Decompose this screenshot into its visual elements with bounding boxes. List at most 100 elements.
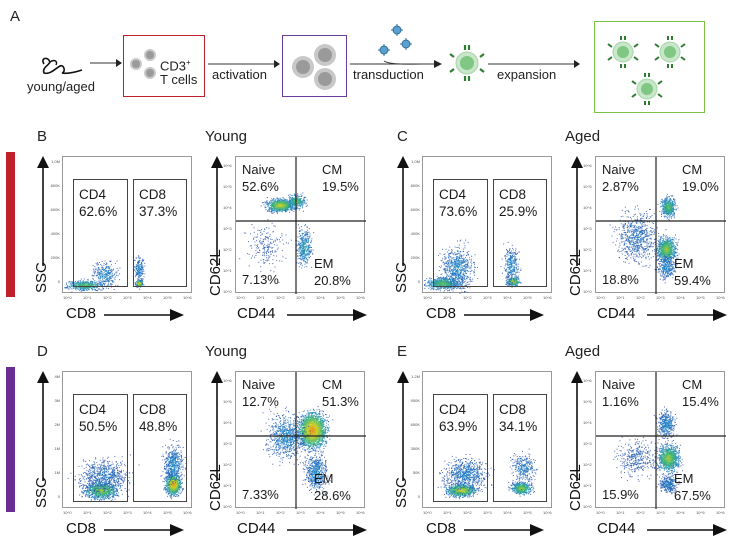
gate-percent: 62.6%	[79, 204, 118, 219]
gate-cd8[interactable]: CD8 34.1%	[493, 394, 547, 502]
x-tick-label: 10^4	[316, 510, 325, 515]
x-tick-label: 10^4	[316, 295, 325, 300]
cd62l-cd44-plot: Naive 2.87% CM 19.0% EM 59.4% 18.8%	[595, 156, 726, 294]
y-tick-label: 400K	[410, 231, 420, 236]
gate-percent: 63.9%	[439, 419, 478, 434]
arrow-icon	[350, 60, 442, 68]
gate-cd4[interactable]: CD4 73.6%	[433, 179, 488, 287]
x-tick-label: 10^1	[256, 510, 265, 515]
quadrant-percent: 1.16%	[602, 394, 639, 409]
x-tick-label: 10^0	[596, 510, 605, 515]
y-tick-label: 2M	[54, 422, 60, 427]
y-tick-label: 1M	[54, 446, 60, 451]
x-tick-label: 10^6	[183, 510, 192, 515]
x-tick-label: 10^2	[636, 295, 645, 300]
gate-name: CD8	[499, 402, 527, 417]
y-tick-label: 10^0	[223, 504, 232, 509]
x-tick-label: 10^6	[543, 295, 552, 300]
x-tick-label: 10^1	[443, 295, 452, 300]
y-tick-label: 650K	[410, 422, 420, 427]
gate-cd4[interactable]: CD4 63.9%	[433, 394, 488, 502]
x-tick-label: 10^4	[676, 295, 685, 300]
quadrant-name: EM	[314, 471, 334, 486]
cd62l-axis-arrow-icon	[571, 371, 583, 481]
activated-cell-box	[282, 35, 347, 97]
quadrant-naive: Naive 1.16%	[602, 376, 639, 410]
y-tick-label: 10^4	[223, 420, 232, 425]
y-tick-label: 10^5	[583, 184, 592, 189]
cd3-sup: +	[186, 58, 191, 67]
y-tick-label: 10^5	[583, 399, 592, 404]
cd62l-cd44-plot: Naive 52.6% CM 19.5% EM 20.8% 7.13%	[235, 156, 366, 294]
cd62l-axis-arrow-icon	[211, 156, 223, 266]
ssc-axis-arrow-icon	[37, 371, 49, 481]
y-tick-label: 10^6	[583, 163, 592, 168]
x-tick-label: 10^1	[83, 510, 92, 515]
y-tick-label: 350K	[410, 446, 420, 451]
y-tick-label: 10^0	[583, 504, 592, 509]
x-tick-label: 10^3	[296, 510, 305, 515]
y-axis-label: SSC	[393, 262, 410, 293]
y-tick-label: 1.0M	[51, 159, 60, 164]
x-tick-label: 10^6	[716, 510, 725, 515]
y-axis-label: CD62L	[207, 464, 224, 511]
quadrant-percent: 20.8%	[314, 273, 351, 288]
x-tick-label: 10^1	[616, 295, 625, 300]
x-tick-label: 10^3	[296, 295, 305, 300]
y-tick-label: 3M	[54, 398, 60, 403]
panel-letter: B	[37, 128, 48, 145]
quadrant-name: Naive	[242, 162, 276, 177]
x-tick-label: 10^5	[696, 295, 705, 300]
x-tick-label: 10^0	[236, 295, 245, 300]
tcells-label: T cells	[160, 72, 198, 88]
x-tick-label: 10^4	[676, 510, 685, 515]
y-tick-label: 1.2M	[411, 374, 420, 379]
gate-percent: 73.6%	[439, 204, 478, 219]
gate-name: CD4	[439, 402, 467, 417]
quadrant-cm: CM 51.3%	[322, 376, 359, 410]
condition-title: Young	[205, 128, 247, 145]
gate-cd4[interactable]: CD4 62.6%	[73, 179, 128, 287]
x-tick-label: 10^4	[503, 510, 512, 515]
quadrant-percent: 59.4%	[674, 273, 711, 288]
x-tick-label: 10^3	[483, 295, 492, 300]
gate-cd8[interactable]: CD8 25.9%	[493, 179, 547, 287]
x-tick-label: 10^1	[83, 295, 92, 300]
car-tcell-icon	[449, 45, 485, 81]
quadrant-em: EM 28.6%	[314, 470, 351, 504]
y-tick-label: 10^2	[223, 247, 232, 252]
quadrant-cm: CM 19.0%	[682, 161, 719, 195]
x-axis-label: CD44	[237, 305, 276, 322]
x-tick-label: 10^0	[236, 510, 245, 515]
gate-cd8[interactable]: CD8 48.8%	[133, 394, 187, 502]
gate-name: CD4	[439, 187, 467, 202]
y-tick-label: 4M	[54, 374, 60, 379]
y-tick-label: 200K	[410, 255, 420, 260]
source-label: young/aged	[27, 79, 95, 94]
quadrant-cm: CM 19.5%	[322, 161, 359, 195]
quadrant-dn: 15.9%	[602, 486, 639, 503]
x-tick-label: 10^0	[63, 295, 72, 300]
condition-title: Aged	[565, 128, 601, 145]
condition-bar-row-2	[6, 367, 15, 512]
quadrant-em: EM 20.8%	[314, 255, 351, 289]
gate-name: CD4	[79, 402, 107, 417]
y-tick-label: 0	[417, 494, 420, 499]
x-tick-label: 10^3	[483, 510, 492, 515]
x-tick-label: 10^5	[696, 510, 705, 515]
cd3-tcell-box: CD3+ T cells	[123, 35, 205, 97]
y-tick-label: 800K	[410, 183, 420, 188]
x-axis-arrow-icon	[287, 309, 367, 321]
x-tick-label: 10^5	[523, 510, 532, 515]
x-tick-label: 10^2	[276, 295, 285, 300]
gate-name: CD4	[79, 187, 107, 202]
condition-title: Aged	[565, 343, 601, 360]
gate-cd8[interactable]: CD8 37.3%	[133, 179, 187, 287]
y-tick-label: 950K	[410, 398, 420, 403]
gate-cd4[interactable]: CD4 50.5%	[73, 394, 128, 502]
y-tick-label: 10^0	[583, 289, 592, 294]
x-axis-label: CD8	[426, 305, 457, 322]
y-tick-label: 10^2	[223, 462, 232, 467]
quadrant-percent: 19.5%	[322, 179, 359, 194]
x-axis-arrow-icon	[464, 524, 544, 536]
